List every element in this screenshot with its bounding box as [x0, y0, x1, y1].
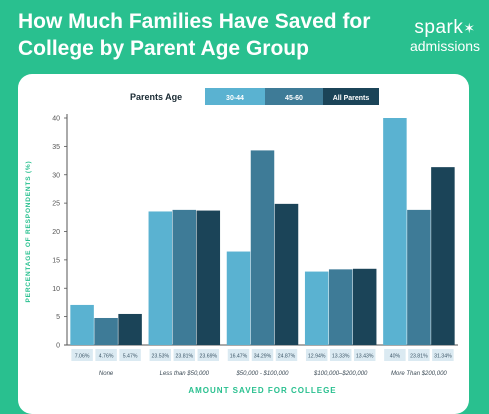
- bar-value-label: 23.81%: [410, 354, 428, 360]
- value-label-box: [149, 349, 172, 361]
- x-tick-label: Less than $50,000: [160, 371, 210, 377]
- x-tick-label: None: [99, 371, 114, 377]
- bar: [328, 269, 353, 345]
- logo-wordmark: spark✶: [405, 18, 485, 38]
- y-tick-label: 5: [56, 314, 60, 321]
- value-label-box: [95, 349, 117, 361]
- star-icon: ✶: [463, 20, 476, 36]
- bar-value-label: 4.76%: [99, 354, 114, 360]
- bar: [148, 211, 173, 345]
- legend-swatch: [265, 88, 323, 105]
- value-label-box: [173, 349, 196, 361]
- bar: [352, 268, 377, 345]
- x-tick-label: $50,000 - $100,000: [235, 371, 289, 377]
- bar: [196, 210, 221, 345]
- legend-label: 45-60: [285, 95, 303, 102]
- bar-value-label: 23.53%: [151, 354, 169, 360]
- y-tick-label: 35: [52, 144, 60, 151]
- value-label-box: [197, 349, 220, 361]
- y-tick-label: 20: [52, 229, 60, 236]
- bar: [94, 317, 118, 345]
- y-tick-label: 10: [52, 286, 60, 293]
- value-label-box: [251, 349, 274, 361]
- bar: [172, 209, 197, 345]
- bar: [118, 313, 142, 345]
- legend-swatch: [323, 88, 379, 105]
- bar-value-label: 24.87%: [278, 354, 296, 360]
- bar-value-label: 34.29%: [254, 354, 272, 360]
- value-label-box: [305, 349, 328, 361]
- logo-subtitle: admissions: [409, 38, 481, 54]
- x-tick-label: More Than $200,000: [391, 371, 447, 377]
- y-tick-label: 40: [52, 116, 60, 123]
- y-tick-label: 25: [52, 201, 60, 208]
- bar-value-label: 7.06%: [75, 354, 90, 360]
- value-label-box: [275, 349, 298, 361]
- y-tick-label: 15: [52, 257, 60, 264]
- logo-text: spark: [414, 17, 464, 38]
- page-title: How Much Families Have Saved for College…: [18, 10, 371, 60]
- legend: Parents Age 30-44 45-60 All Parents: [130, 88, 379, 105]
- bar-value-label: 31.34%: [434, 354, 452, 360]
- bar-chart: Parents Age 30-44 45-60 All Parents 0 5 10 15 20…: [25, 88, 458, 395]
- bar-value-label: 23.69%: [199, 354, 217, 360]
- bar: [274, 203, 299, 345]
- spark-admissions-logo: spark✶ admissions: [405, 18, 485, 55]
- y-tick-label: 0: [56, 343, 60, 350]
- value-label-box: [329, 349, 352, 361]
- bar: [70, 304, 94, 345]
- value-label-box: [384, 349, 406, 361]
- bar-value-label: 13.33%: [332, 354, 350, 360]
- bar-value-label: 23.81%: [175, 354, 193, 360]
- chart-card: Parents Age 30-44 45-60 All Parents 0 5 10 15 20…: [18, 74, 469, 414]
- bar-value-label: 5.47%: [123, 354, 138, 360]
- bar: [383, 118, 407, 345]
- x-axis-title: AMOUNT SAVED FOR COLLEGE: [188, 386, 336, 395]
- legend-label: 30-44: [226, 95, 244, 102]
- bar-value-label: 40%: [390, 354, 401, 360]
- bar: [226, 251, 251, 345]
- value-label-box: [227, 349, 250, 361]
- legend-title: Parents Age: [130, 92, 182, 102]
- x-tick-label: $100,000–$200,000: [313, 371, 368, 377]
- bar: [304, 271, 329, 345]
- value-label-box: [432, 349, 454, 361]
- value-label-box: [71, 349, 93, 361]
- bar-value-label: 13.43%: [356, 354, 374, 360]
- bar: [250, 150, 275, 345]
- value-label-box: [353, 349, 376, 361]
- bar-value-label: 12.94%: [308, 354, 326, 360]
- y-axis-title: PERCENTAGE OF RESPONDENTS (%): [25, 161, 32, 303]
- bar: [431, 167, 455, 345]
- legend-swatch: [205, 88, 265, 105]
- value-label-box: [408, 349, 430, 361]
- bar-value-label: 16.47%: [230, 354, 248, 360]
- bar: [407, 209, 431, 345]
- y-tick-label: 30: [52, 172, 60, 179]
- value-label-box: [119, 349, 141, 361]
- legend-label: All Parents: [333, 95, 370, 102]
